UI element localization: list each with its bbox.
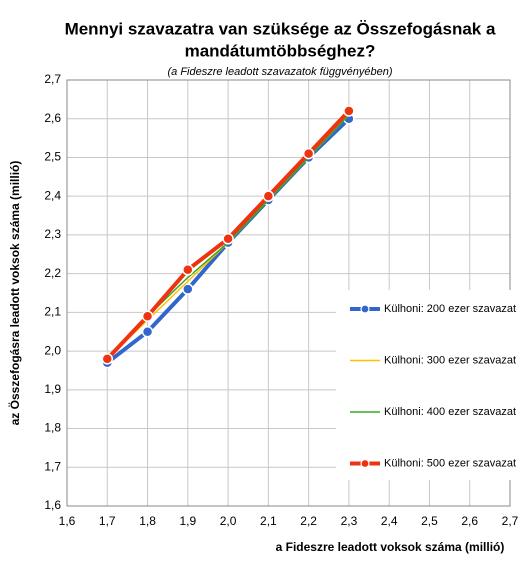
data-point	[141, 325, 154, 338]
data-point	[222, 233, 234, 245]
chart-title: Mennyi szavazatra van szüksége az Összef…	[65, 19, 496, 38]
data-point	[182, 283, 194, 295]
y-axis-label: az Összefogásra leadott voksok száma (mi…	[7, 161, 22, 426]
x-tick-label: 2,4	[381, 514, 398, 528]
x-tick-label: 2,0	[220, 514, 237, 528]
legend-marker	[360, 304, 370, 314]
y-tick-label: 1,6	[44, 498, 61, 512]
chart-title: mandátumtöbbséghez?	[185, 41, 376, 60]
data-point	[343, 105, 355, 117]
data-point	[182, 264, 194, 276]
y-tick-label: 2,0	[44, 343, 61, 357]
x-tick-label: 2,5	[421, 514, 438, 528]
x-tick-label: 2,1	[260, 514, 277, 528]
x-axis-label: a Fideszre leadott voksok száma (millió)	[276, 540, 505, 554]
y-tick-label: 2,3	[44, 227, 61, 241]
data-point	[141, 310, 154, 322]
y-tick-label: 1,8	[44, 421, 61, 435]
x-tick-label: 2,7	[502, 514, 519, 528]
x-tick-label: 1,7	[99, 514, 116, 528]
legend-label: Külhoni: 300 ezer szavazat	[384, 354, 516, 366]
y-tick-label: 2,4	[44, 188, 61, 202]
y-tick-label: 2,2	[44, 266, 61, 280]
y-tick-label: 1,7	[44, 459, 61, 473]
x-tick-label: 2,2	[300, 514, 317, 528]
legend-label: Külhoni: 400 ezer szavazat	[384, 406, 516, 418]
x-tick-label: 1,6	[59, 514, 76, 528]
legend-marker	[360, 458, 370, 469]
data-point	[262, 190, 275, 202]
y-tick-label: 2,5	[44, 150, 61, 164]
y-tick-label: 2,7	[44, 72, 61, 86]
legend-label: Külhoni: 500 ezer szavazat	[384, 457, 516, 469]
x-tick-label: 1,8	[139, 514, 156, 528]
data-point	[101, 353, 114, 365]
y-tick-label: 2,6	[44, 111, 61, 125]
x-tick-label: 2,6	[461, 514, 478, 528]
y-tick-label: 2,1	[44, 305, 61, 319]
chart-subtitle: (a Fideszre leadott szavazatok függvényé…	[167, 66, 392, 78]
x-tick-label: 1,9	[179, 514, 196, 528]
legend-label: Külhoni: 200 ezer szavazat	[384, 303, 516, 315]
y-tick-label: 1,9	[44, 382, 61, 396]
x-tick-label: 2,3	[341, 514, 358, 528]
legend-box	[336, 290, 530, 480]
data-point	[302, 147, 315, 160]
